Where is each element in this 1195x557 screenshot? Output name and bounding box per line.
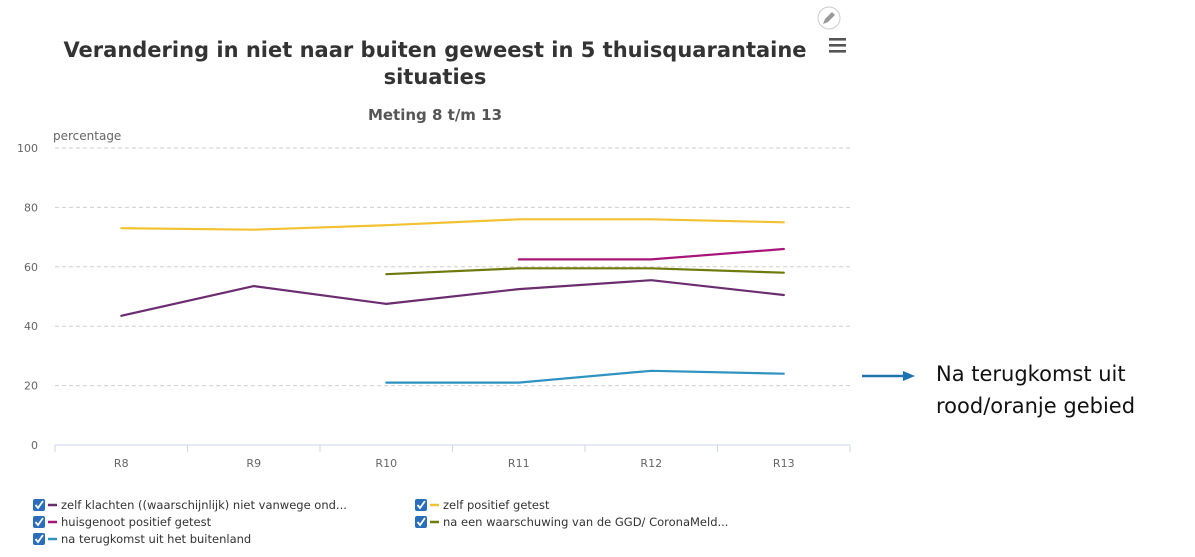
y-tick-label: 80 <box>24 201 38 214</box>
checkbox-checked-icon[interactable] <box>33 533 45 545</box>
x-tick-label: R8 <box>114 457 129 470</box>
y-axis-title: percentage <box>53 129 121 143</box>
x-tick-label: R12 <box>640 457 662 470</box>
legend-label: zelf klachten ((waarschijnlijk) niet van… <box>61 498 347 512</box>
series-line-4[interactable] <box>385 369 785 384</box>
x-tick-label: R11 <box>508 457 530 470</box>
annotation: Na terugkomst uit rood/oranje gebied <box>862 362 1135 418</box>
legend-label: huisgenoot positief getest <box>61 515 212 529</box>
legend-item-1[interactable]: zelf positief getest <box>415 498 550 512</box>
series-line-3[interactable] <box>385 267 785 276</box>
legend-item-0[interactable]: zelf klachten ((waarschijnlijk) niet van… <box>33 498 347 512</box>
hamburger-menu-icon[interactable] <box>829 38 846 53</box>
checkbox-checked-icon[interactable] <box>33 516 45 528</box>
gridlines: 0 20 40 60 80 100 <box>17 142 850 452</box>
y-tick-label: 0 <box>31 439 38 452</box>
y-tick-label: 20 <box>24 380 38 393</box>
legend-item-4[interactable]: na terugkomst uit het buitenland <box>33 532 251 546</box>
x-tick-label: R13 <box>773 457 795 470</box>
legend-item-3[interactable]: na een waarschuwing van de GGD/ CoronaMe… <box>415 515 728 529</box>
callout-text-line-2: rood/oranje gebied <box>936 394 1135 418</box>
series-line-2[interactable] <box>517 247 785 261</box>
edit-icon[interactable] <box>817 6 841 30</box>
x-axis: R8 R9 R10 R11 R12 R13 <box>54 444 851 470</box>
chart-subtitle: Meting 8 t/m 13 <box>368 106 502 124</box>
legend-label: na terugkomst uit het buitenland <box>61 532 251 546</box>
y-tick-label: 60 <box>24 261 38 274</box>
chart-title-line-1: Verandering in niet naar buiten geweest … <box>63 38 806 62</box>
legend-label: zelf positief getest <box>443 498 550 512</box>
checkbox-checked-icon[interactable] <box>415 516 427 528</box>
chart-title-line-2: situaties <box>384 65 487 89</box>
series-line-1[interactable] <box>120 218 785 231</box>
x-tick-label: R9 <box>246 457 261 470</box>
legend-item-2[interactable]: huisgenoot positief getest <box>33 515 212 529</box>
checkbox-checked-icon[interactable] <box>33 499 45 511</box>
legend-label: na een waarschuwing van de GGD/ CoronaMe… <box>443 515 728 529</box>
y-tick-label: 100 <box>17 142 38 155</box>
x-tick-label: R10 <box>375 457 397 470</box>
checkbox-checked-icon[interactable] <box>415 499 427 511</box>
callout-arrow-head <box>903 371 915 381</box>
series-line-0[interactable] <box>120 279 785 317</box>
callout-text-line-1: Na terugkomst uit <box>936 362 1126 386</box>
legend: zelf klachten ((waarschijnlijk) niet van… <box>33 498 728 546</box>
series-lines <box>120 218 785 384</box>
y-tick-label: 40 <box>24 320 38 333</box>
